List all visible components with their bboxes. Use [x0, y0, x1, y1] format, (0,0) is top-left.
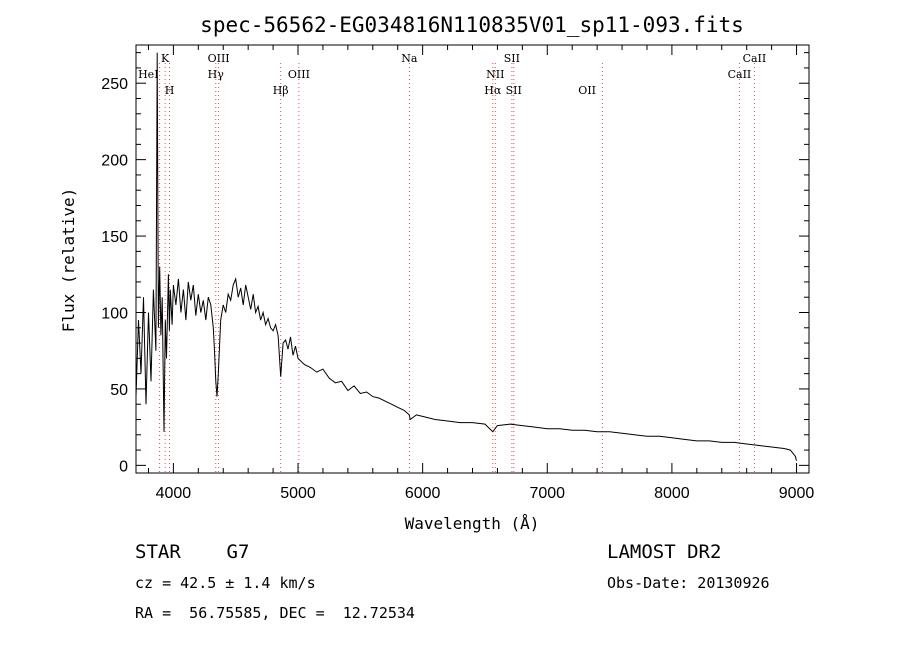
redshift-cz: cz = 42.5 ± 1.4 km/s — [135, 574, 316, 592]
emission-line-markers — [159, 63, 755, 473]
y-tick-label: 50 — [110, 382, 128, 399]
axes: 4000 5000 6000 7000 8000 9000 0 50 100 150 200 250 — [101, 45, 814, 502]
y-tick-label: 100 — [101, 306, 128, 323]
plot-frame — [135, 44, 810, 474]
spectrum-line — [135, 52, 797, 461]
x-tick-label: 7000 — [529, 485, 565, 502]
y-tick-label: 250 — [101, 76, 128, 93]
x-tick-label: 6000 — [405, 485, 441, 502]
line-label-0: K — [161, 52, 170, 65]
line-label-5: OIII — [288, 68, 310, 81]
survey-name: LAMOST DR2 — [607, 541, 722, 563]
y-axis-label: Flux (relative) — [59, 188, 78, 333]
line-label-2: H — [165, 84, 175, 97]
line-label-9: Hα — [484, 84, 502, 97]
x-tick-label: 4000 — [156, 485, 192, 502]
line-label-8: NII — [486, 68, 504, 81]
line-label-1: HeI — [138, 68, 158, 81]
x-tick-label: 8000 — [654, 485, 690, 502]
x-tick-label: 5000 — [280, 485, 316, 502]
line-label-14: CaII — [728, 68, 752, 81]
y-tick-label: 200 — [101, 153, 128, 170]
line-label-13: CaII — [743, 52, 767, 65]
x-axis-label: Wavelength (Å) — [405, 514, 540, 533]
line-label-11: SII — [506, 84, 522, 97]
line-label-6: Hβ — [273, 84, 289, 97]
coordinates: RA = 56.75585, DEC = 12.72534 — [135, 604, 415, 622]
line-label-10: SII — [504, 52, 520, 65]
object-type: STAR G7 — [135, 541, 250, 563]
line-label-4: Hγ — [208, 68, 225, 81]
y-tick-label: 150 — [101, 229, 128, 246]
y-tick-label: 0 — [119, 458, 128, 475]
line-label-12: OII — [578, 84, 596, 97]
observation-date: Obs-Date: 20130926 — [607, 574, 770, 592]
line-label-7: Na — [401, 52, 418, 65]
chart-title: spec-56562-EG034816N110835V01_sp11-093.f… — [200, 13, 744, 37]
x-tick-label: 9000 — [779, 485, 815, 502]
line-label-3: OIII — [208, 52, 230, 65]
